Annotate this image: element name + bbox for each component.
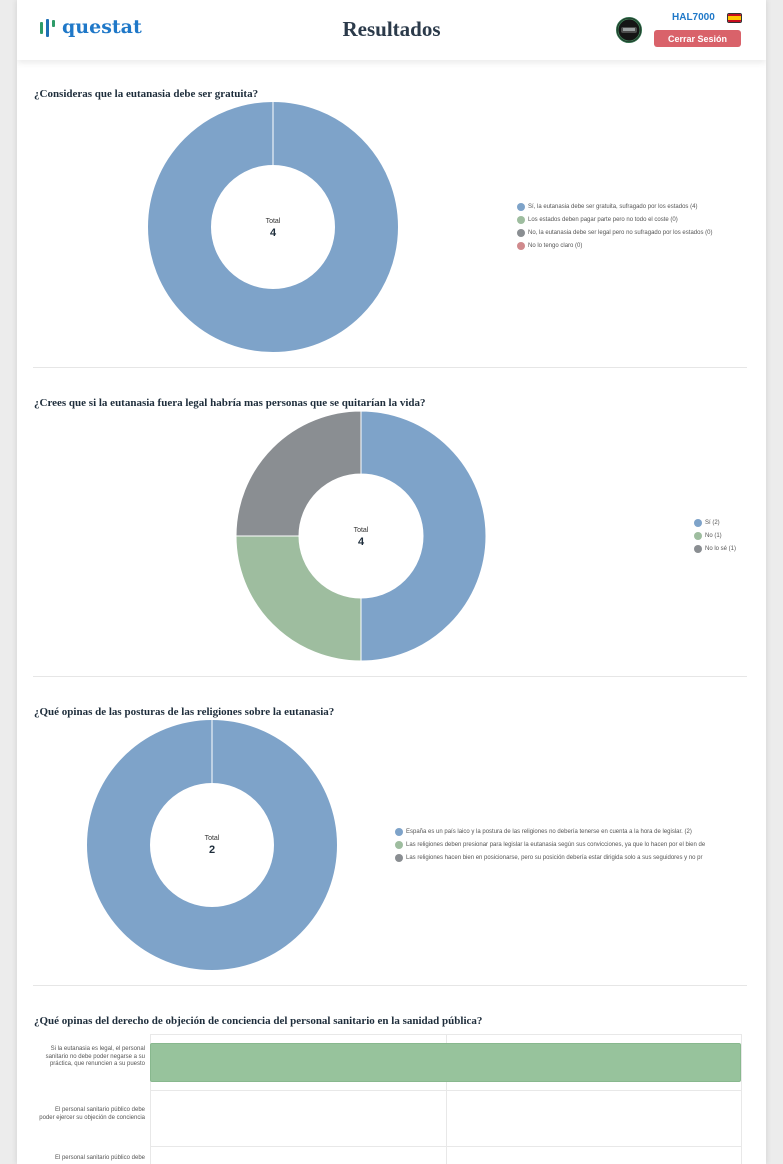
legend-dot [395,853,403,862]
legend-dot [517,241,525,250]
question-2-title: ¿Crees que si la eutanasia fuera legal h… [34,397,426,409]
legend-label: No lo sé (1) [705,545,737,552]
legend-item[interactable]: No (1) [694,529,736,542]
donut-total: 2 [209,844,215,856]
legend-dot [694,518,702,527]
spanish-flag-icon[interactable] [727,13,742,23]
bar[interactable] [150,1043,741,1082]
legend-1: Sí, la eutanasia debe ser gratuita, sufr… [517,200,712,252]
bar-category-label: Si la eutanasia es legal, el personal sa… [45,1046,145,1067]
legend-dot [517,228,525,237]
legend-item[interactable]: No, la eutanasia debe ser legal pero no … [517,226,712,239]
legend-item[interactable]: Las religiones hacen bien en posicionars… [395,851,747,864]
legend-label: Los estados deben pagar parte pero no to… [528,216,678,223]
bar-category-label: El personal sanitario público debe poder… [39,1107,145,1121]
donut-chart-3: Total 2 [87,720,337,970]
logo-text: questat [62,16,142,38]
donut-chart-1: Total 4 [148,102,398,352]
legend-dot [694,544,702,553]
gridline [741,1034,742,1164]
donut-chart-2: Total 4 [236,411,486,661]
legend-label: Sí, la eutanasia debe ser gratuita, sufr… [528,203,698,210]
axis-line [150,1034,151,1164]
question-4-title: ¿Qué opinas del derecho de objeción de c… [34,1015,483,1027]
section-divider [33,367,747,368]
legend-item[interactable]: No lo tengo claro (0) [517,239,712,252]
donut-total: 4 [270,227,277,239]
legend-label: No lo tengo claro (0) [528,242,583,249]
legend-dot [694,531,702,540]
donut-center-label: Total [354,527,369,534]
logo-bars-icon [40,19,60,37]
section-divider [33,985,747,986]
logout-button[interactable]: Cerrar Sesión [654,30,741,47]
legend-item[interactable]: Las religiones deben presionar para legi… [395,838,747,851]
donut-center-label: Total [266,218,281,225]
logo[interactable]: questat [40,17,142,37]
legend-label: Las religiones hacen bien en posicionars… [406,854,703,861]
bar-category-label: El personal sanitario público debe [54,1155,145,1161]
username: HAL7000 [672,12,715,23]
page-title: Resultados [342,17,441,41]
legend-label: Las religiones deben presionar para legi… [406,841,706,848]
question-3-title: ¿Qué opinas de las posturas de las relig… [34,706,335,718]
donut-slice[interactable] [236,535,362,661]
gridline [446,1034,447,1164]
legend-2: Sí (2) No (1) No lo sé (1) [694,516,736,555]
legend-3: España es un país laico y la postura de … [395,825,747,864]
bar-chart [150,1034,742,1164]
legend-item[interactable]: No lo sé (1) [694,542,736,555]
legend-item[interactable]: Sí (2) [694,516,736,529]
legend-dot [517,202,525,211]
legend-dot [395,840,403,849]
legend-label: Sí (2) [705,519,720,526]
donut-slice[interactable] [236,411,362,537]
legend-item[interactable]: España es un país laico y la postura de … [395,825,747,838]
legend-dot [395,827,403,836]
section-divider [33,676,747,677]
legend-label: España es un país laico y la postura de … [406,828,692,835]
avatar[interactable] [616,17,642,43]
donut-center-label: Total [205,835,220,842]
results-page: questat Resultados HAL7000 Cerrar Sesión… [17,0,766,1164]
legend-label: No, la eutanasia debe ser legal pero no … [528,229,713,236]
legend-dot [517,215,525,224]
legend-item[interactable]: Los estados deben pagar parte pero no to… [517,213,712,226]
legend-item[interactable]: Sí, la eutanasia debe ser gratuita, sufr… [517,200,712,213]
question-1-title: ¿Consideras que la eutanasia debe ser gr… [34,88,259,100]
donut-slice[interactable] [360,411,486,661]
top-bar: questat Resultados HAL7000 Cerrar Sesión [17,0,766,60]
donut-total: 4 [358,536,365,548]
legend-label: No (1) [705,532,722,539]
